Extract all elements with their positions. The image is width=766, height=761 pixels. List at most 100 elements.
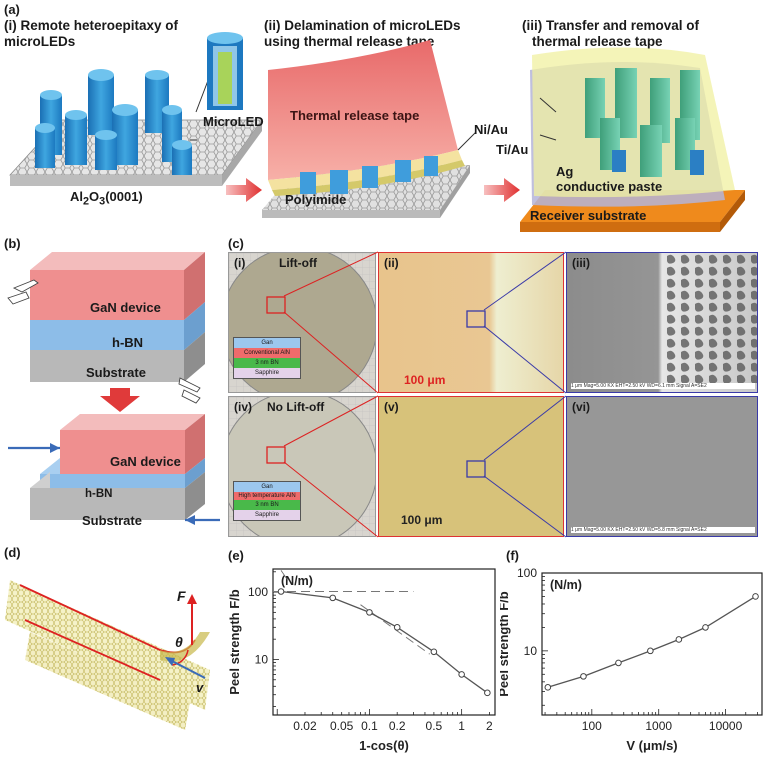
angle-label: θ xyxy=(175,634,183,650)
stack-layer: Gan xyxy=(234,338,300,348)
data-point xyxy=(580,673,587,680)
b-bottom-gan: GaN device xyxy=(110,454,181,469)
y-tick-label: 10 xyxy=(524,644,538,658)
c-ii-scale: 100 μm xyxy=(404,373,446,387)
c-ii-micrograph: (ii) 100 μm xyxy=(378,252,564,393)
c-iv-stack: Gan High temperature AlN 3 nm BN Sapphir… xyxy=(233,481,301,521)
plot-frame xyxy=(272,568,496,716)
flow-arrow-2 xyxy=(484,178,520,202)
panel-a-illustration xyxy=(9,32,745,232)
chart-f-plot: 100 1000 10000 10 100 V (μm/s) Peel strength F… xyxy=(500,566,763,753)
x-tick-label: 0.05 xyxy=(330,719,354,733)
chart-e-plot: 0.02 0.05 0.1 0.2 0.5 1 2 10 100 1-cos(θ) Peel str… xyxy=(227,568,496,753)
c-i-stack: Gan Conventional AlN 3 nm BN Sapphire xyxy=(233,337,301,379)
c-v-scale: 100 μm xyxy=(401,513,443,527)
down-arrow-icon xyxy=(100,388,140,412)
c-iii-label: (iii) xyxy=(572,256,590,270)
data-point xyxy=(752,593,759,600)
tiau-label: Ti/Au xyxy=(496,142,529,157)
panel-b-illustration xyxy=(7,252,220,525)
force-arrow-icon xyxy=(187,594,197,604)
data-point xyxy=(277,588,285,595)
receiver-label: Receiver substrate xyxy=(530,208,647,223)
data-point xyxy=(647,647,654,655)
data-point xyxy=(393,624,401,631)
stack-layer: Conventional AlN xyxy=(234,348,300,358)
panel-b-label: (b) xyxy=(4,236,21,251)
chart-e: 0.02 0.05 0.1 0.2 0.5 1 2 10 100 1-cos(θ) Peel str… xyxy=(227,568,496,753)
c-ii-box xyxy=(466,310,486,328)
panel-d-illustration xyxy=(5,580,210,730)
panel-f-label: (f) xyxy=(506,548,519,563)
stack-layer: Sapphire xyxy=(234,368,300,378)
panel-a-step1-title: (i) Remote heteroepitaxy of microLEDs xyxy=(4,18,178,50)
panel-a-step3-title: (iii) Transfer and removal of thermal re… xyxy=(522,18,699,50)
panel-a-step2-title: (ii) Delamination of microLEDs using the… xyxy=(264,18,461,50)
c-vi-caption: 1 μm Mag=5.00 KX EHT=2.50 kV WD=5.8 mm S… xyxy=(571,527,755,533)
step1-microled-pillars xyxy=(35,69,192,175)
c-iii-texture xyxy=(663,253,757,383)
velocity-label: v xyxy=(196,680,204,695)
c-iv-photo: (iv) No Lift-off Gan High temperature Al… xyxy=(228,396,376,537)
step3-title-line1: (iii) Transfer and removal of xyxy=(522,18,700,33)
force-label: F xyxy=(177,588,186,604)
ag-paste-label: Ag conductive paste xyxy=(556,164,662,194)
c-ii-label: (ii) xyxy=(384,256,399,270)
c-iv-title: No Lift-off xyxy=(267,400,325,414)
x-axis-label: 1-cos(θ) xyxy=(359,738,409,753)
stack-layer: High temperature AlN xyxy=(234,492,300,500)
step1-title-line1: (i) Remote heteroepitaxy of xyxy=(4,18,179,33)
panel-e-label: (e) xyxy=(228,548,244,563)
x-tick-label: 100 xyxy=(582,719,602,733)
x-tick-label: 2 xyxy=(486,719,493,733)
step2-title-line2: using thermal release tape xyxy=(264,34,435,49)
data-point xyxy=(484,689,491,697)
data-point xyxy=(329,594,337,602)
y-axis-label: Peel strength F/b xyxy=(500,591,511,697)
c-vi-label: (vi) xyxy=(572,400,590,414)
data-point xyxy=(544,684,552,691)
x-tick-label: 10000 xyxy=(709,719,743,733)
c-iii-sem: (iii) 1 μm Mag=5.00 KX EHT=2.50 kV WD=6.… xyxy=(566,252,758,393)
c-i-title: Lift-off xyxy=(279,256,317,270)
polyimide-label: Polyimide xyxy=(285,192,347,207)
data-point xyxy=(366,609,373,616)
plot-frame xyxy=(541,572,763,716)
tape-label: Thermal release tape xyxy=(290,108,420,123)
data-point xyxy=(430,648,438,656)
x-tick-label: 0.1 xyxy=(361,719,378,733)
unit-label: (N/m) xyxy=(281,574,313,588)
step2-title-line1: (ii) Delamination of microLEDs xyxy=(264,18,461,33)
stack-layer: 3 nm BN xyxy=(234,500,300,510)
data-point xyxy=(702,624,709,631)
y-tick-label: 10 xyxy=(255,652,269,666)
c-iv-label: (iv) xyxy=(234,400,252,414)
ag-line2: conductive paste xyxy=(556,179,663,194)
b-top-substrate: Substrate xyxy=(86,365,146,380)
data-point xyxy=(675,636,683,643)
x-tick-label: 0.2 xyxy=(389,719,406,733)
y-tick-label: 100 xyxy=(517,566,537,580)
velocity-arrow-icon xyxy=(165,657,175,666)
b-top-gan: GaN device xyxy=(90,300,161,315)
x-axis-label: V (μm/s) xyxy=(626,738,677,753)
step2-illustration xyxy=(262,40,477,218)
chart-f: 100 1000 10000 10 100 V (μm/s) Peel strength F… xyxy=(500,566,763,753)
data-point xyxy=(458,671,465,678)
panel-d-label: (d) xyxy=(4,545,21,560)
stack-layer: Gan xyxy=(234,482,300,492)
ag-line1: Ag xyxy=(556,164,574,179)
microled-inset xyxy=(190,32,243,141)
c-i-label: (i) xyxy=(234,256,246,270)
x-tick-label: 0.02 xyxy=(293,719,317,733)
y-axis-label: Peel strength F/b xyxy=(227,589,242,695)
sub-2: 2 xyxy=(83,195,90,208)
data-point xyxy=(615,659,622,667)
c-vi-sem: (vi) 1 μm Mag=5.00 KX EHT=2.50 kV WD=5.8… xyxy=(566,396,758,537)
c-iii-caption: 1 μm Mag=5.00 KX EHT=2.50 kV WD=6.1 mm S… xyxy=(571,383,755,389)
substrate-label: Al2O3(0001) xyxy=(70,189,143,208)
substrate-tail: (0001) xyxy=(105,189,143,204)
hand-icon xyxy=(178,377,201,404)
b-bottom-substrate: Substrate xyxy=(82,513,142,528)
stack-layer: Sapphire xyxy=(234,510,300,520)
